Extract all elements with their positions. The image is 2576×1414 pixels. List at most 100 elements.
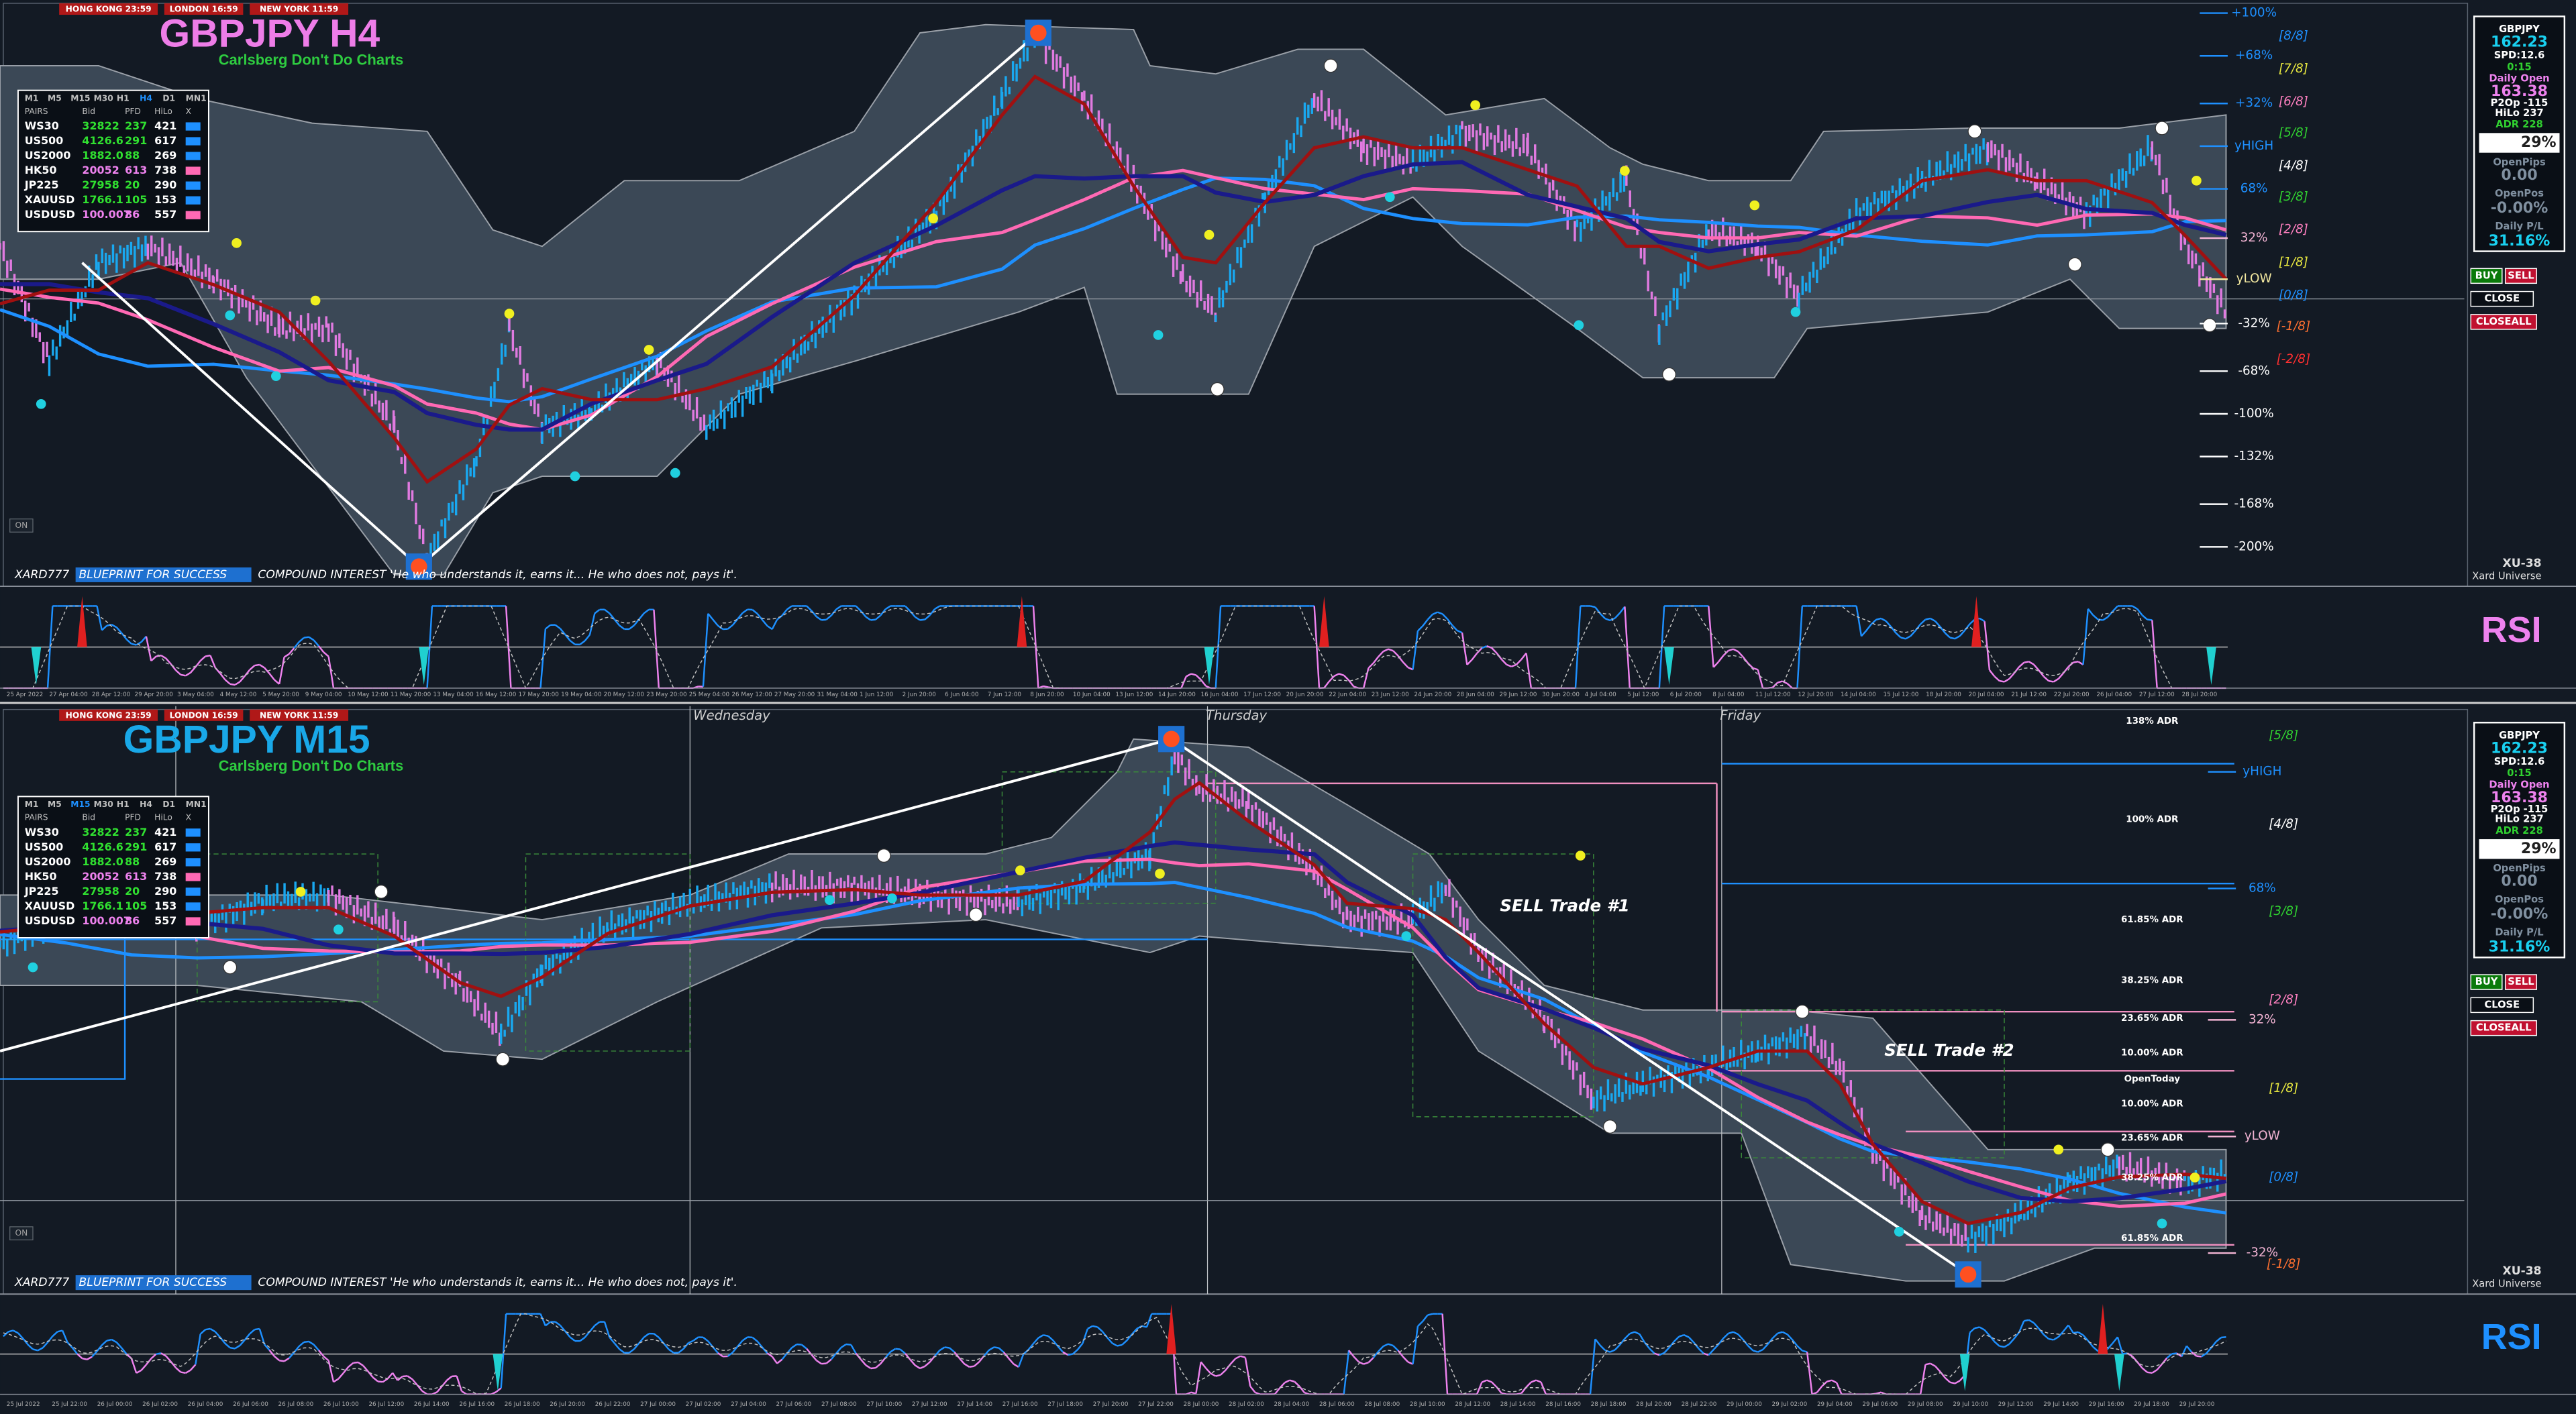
timeframe[interactable]: M30 [94, 93, 113, 103]
trade-button[interactable] [2470, 290, 2534, 307]
trade-button-label[interactable]: BUY [2475, 976, 2498, 987]
footer-tag: BLUEPRINT FOR SUCCESS [79, 568, 227, 582]
table-header: Bid [82, 107, 95, 116]
trade-button-label[interactable]: CLOSEALL [2476, 1022, 2532, 1034]
table-cell: USDUSD [25, 208, 75, 221]
rsi-segment [1757, 669, 1764, 689]
timeframe[interactable]: H1 [117, 800, 130, 809]
rsi-spike [1664, 647, 1674, 685]
rsi-segment [638, 612, 645, 620]
timeframe[interactable]: D1 [162, 93, 175, 103]
chart-subtitle: Carlsberg Don't Do Charts [219, 51, 404, 68]
table-cell: 1766.1 [82, 900, 123, 912]
trade-button-label[interactable]: CLOSEALL [2476, 316, 2532, 327]
rsi-segment [121, 632, 127, 640]
time-label: 20 Jun 20:00 [1286, 692, 1324, 698]
swing-dot [1967, 124, 1982, 139]
rsi-segment [1604, 1349, 1610, 1353]
rsi-segment [1279, 1382, 1286, 1389]
rsi-segment [1486, 645, 1492, 649]
signal-dot [1401, 931, 1412, 941]
signal-dot [825, 895, 835, 906]
rsi-segment [1491, 1381, 1498, 1388]
timeframe[interactable]: M30 [94, 800, 113, 809]
toggle-box[interactable] [9, 519, 34, 533]
time-label: 29 Jul 18:00 [2134, 1401, 2169, 1408]
table-cell: 20052 [82, 870, 119, 883]
time-label: 27 Jul 12:00 [912, 1401, 947, 1408]
timeframe[interactable]: MN1 [186, 800, 207, 809]
rsi-segment [554, 624, 561, 630]
trade-button[interactable] [2470, 314, 2537, 330]
trade-button-label[interactable]: SELL [2508, 976, 2534, 987]
trade-button-label[interactable]: CLOSE [2484, 999, 2520, 1010]
rsi-segment [1043, 1334, 1049, 1337]
chart-panel: HONG KONG 23:59 LONDON 16:59 NEW YORK 11:5… [0, 706, 2576, 1408]
toggle[interactable]: ON [15, 521, 28, 530]
timeframe[interactable]: H4 [140, 800, 152, 809]
trade-button[interactable] [2470, 268, 2503, 284]
rsi-segment [1999, 1345, 2005, 1348]
rsi-segment [264, 667, 270, 674]
swing-dot [2067, 257, 2082, 272]
timeframe[interactable]: H1 [117, 93, 130, 103]
timeframe[interactable]: M5 [48, 800, 62, 809]
rsi-segment [1737, 1334, 1744, 1340]
session-tag [59, 709, 158, 721]
rsi-segment [752, 609, 758, 614]
table-cell: JP225 [24, 885, 59, 898]
trade-button-label[interactable]: CLOSE [2484, 293, 2520, 305]
rsi-segment [2043, 675, 2049, 682]
toggle[interactable]: ON [15, 1228, 28, 1238]
rsi-segment [244, 1333, 251, 1341]
trade-button-label[interactable]: SELL [2508, 270, 2534, 281]
session-time: HONG KONG 23:59 [66, 710, 152, 720]
timeframe[interactable]: M5 [48, 93, 62, 103]
timeframe[interactable]: MN1 [186, 93, 207, 103]
signal-dot [333, 924, 344, 935]
signal-dot [1790, 307, 1801, 317]
time-label: 29 Jun 12:00 [1499, 692, 1537, 698]
rsi-segment [1979, 1326, 1986, 1331]
time-label: 14 Jul 04:00 [1841, 692, 1876, 698]
timeframe[interactable]: M15 [70, 93, 90, 103]
rsi-segment [840, 1344, 847, 1348]
table-header: HiLo [154, 813, 172, 822]
table-cell: 617 [154, 134, 176, 147]
rsi-segment [988, 1346, 994, 1351]
rsi-segment [1378, 1346, 1384, 1352]
rsi-segment [1698, 1348, 1704, 1354]
rsi-segment [353, 1361, 358, 1364]
rsi-segment [865, 616, 872, 621]
trend-box [185, 902, 201, 911]
rsi-segment [1703, 1352, 1709, 1356]
trade-button[interactable] [2504, 268, 2537, 284]
trade-button[interactable] [2504, 974, 2537, 990]
rsi-segment [628, 1348, 635, 1354]
rsi-segment [283, 1357, 290, 1362]
time-label: 29 Jul 16:00 [2089, 1401, 2124, 1408]
rsi-segment [2221, 1336, 2226, 1339]
rsi-segment [160, 655, 166, 659]
signal-dot [1204, 229, 1215, 240]
toggle-box[interactable] [9, 1226, 34, 1241]
trade-button[interactable] [2470, 997, 2534, 1014]
rsi-segment [1925, 1362, 1931, 1366]
timeframe[interactable]: M1 [25, 93, 39, 103]
session-time: LONDON 16:59 [170, 5, 238, 14]
timeframe[interactable]: M15 [70, 800, 90, 809]
timeframe[interactable]: D1 [162, 800, 175, 809]
trade-button-label[interactable]: BUY [2475, 270, 2498, 281]
trade-button[interactable] [2470, 1020, 2537, 1036]
rsi-segment [1728, 648, 1734, 652]
rsi-segment [954, 1352, 960, 1359]
rsi-segment [224, 1342, 231, 1349]
timeframe[interactable]: M1 [25, 800, 39, 809]
timeframe[interactable]: H4 [140, 93, 152, 103]
time-label: 26 May 12:00 [731, 692, 772, 698]
trade-button[interactable] [2470, 974, 2503, 990]
time-label: 26 Jul 04:00 [2096, 692, 2132, 698]
time-label: 28 Apr 12:00 [92, 692, 131, 698]
adr-label: 38.25% ADR [2121, 976, 2183, 986]
rsi-segment [727, 624, 733, 630]
